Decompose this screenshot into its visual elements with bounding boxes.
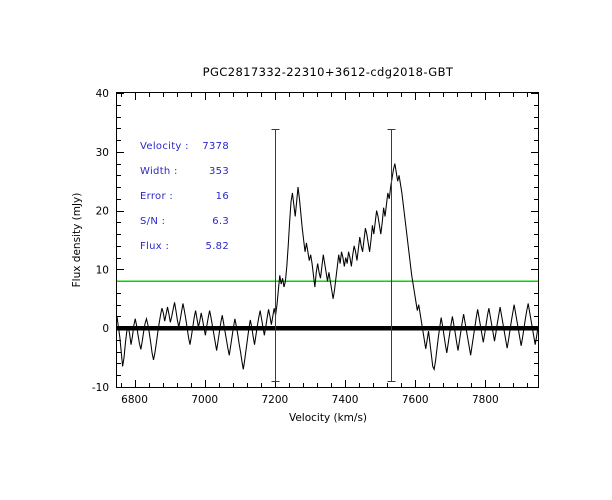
- y-tick-label: 20: [96, 206, 109, 218]
- y-tick-label: 10: [96, 264, 109, 276]
- y-axis-label: Flux density (mJy): [71, 193, 83, 288]
- x-tick-label: 7800: [472, 394, 499, 406]
- plot-frame: [115, 91, 540, 389]
- y-tick-label: 0: [102, 323, 109, 335]
- x-tick-label: 7000: [191, 394, 218, 406]
- legend-value-0: 7378: [202, 141, 229, 152]
- legend-label-0: Velocity :: [140, 141, 189, 152]
- axis-ticks: [117, 92, 538, 389]
- y-tick-label: 30: [96, 147, 109, 159]
- legend-value-1: 353: [209, 166, 229, 177]
- legend-label-3: S/N :: [140, 216, 165, 227]
- axis-tick-labels: 6800 7000 7200 7400 7600 7800 -10 0 10 20 30 40: [92, 88, 499, 406]
- measurement-legend: Velocity : 7378 Width : 353 Error : 16 S/N : 6.…: [140, 141, 229, 252]
- x-axis-label: Velocity (km/s): [289, 412, 367, 424]
- y-tick-label: -10: [92, 382, 109, 394]
- y-tick-label: 40: [96, 88, 109, 100]
- x-tick-label: 7600: [402, 394, 429, 406]
- legend-value-3: 6.3: [212, 216, 229, 227]
- legend-label-1: Width :: [140, 166, 178, 177]
- spectrum-trace: [116, 163, 539, 372]
- x-tick-label: 7400: [332, 394, 359, 406]
- x-tick-label: 6800: [121, 394, 148, 406]
- legend-label-2: Error :: [140, 191, 173, 202]
- legend-value-4: 5.82: [206, 241, 229, 252]
- velocity-width-markers: [271, 128, 396, 383]
- legend-label-4: Flux :: [140, 241, 169, 252]
- legend-value-2: 16: [216, 191, 229, 202]
- x-tick-label: 7200: [262, 394, 289, 406]
- plot-title: PGC2817332-22310+3612-cdg2018-GBT: [203, 65, 454, 79]
